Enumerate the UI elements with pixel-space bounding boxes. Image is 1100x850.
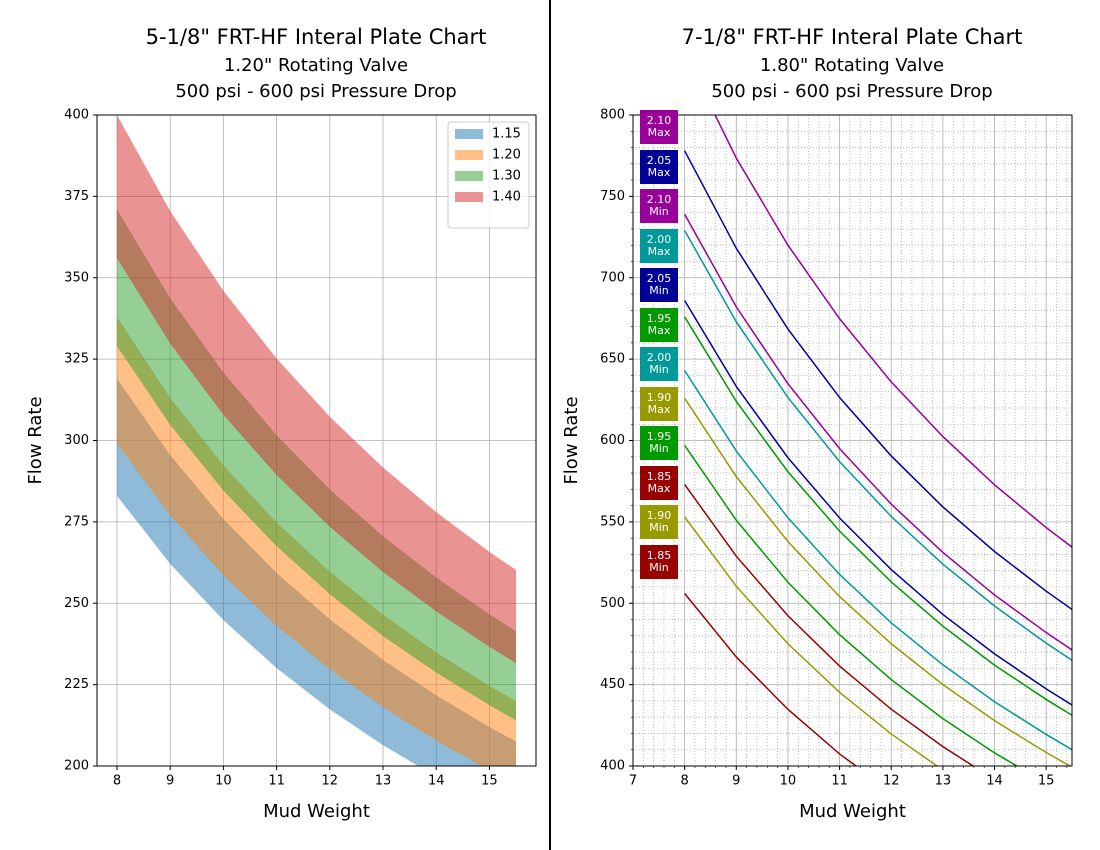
series-label: 1.90 Max — [640, 386, 678, 421]
line — [684, 300, 1072, 706]
series-label: 1.85 Max — [640, 465, 678, 500]
line — [714, 115, 1072, 548]
legend-label: 1.20 — [492, 148, 521, 163]
line — [683, 230, 1072, 661]
x-tick-label: 14 — [428, 774, 445, 789]
x-tick-label: 12 — [883, 774, 900, 789]
y-tick-label: 225 — [64, 677, 89, 692]
y-tick-label: 550 — [600, 514, 625, 529]
axes-frame — [632, 114, 1073, 767]
y-tick-label: 800 — [600, 108, 625, 123]
y-tick-label: 300 — [64, 433, 89, 448]
x-tick-label: 11 — [268, 774, 285, 789]
x-tick-label: 10 — [215, 774, 232, 789]
series-label: 1.90 Min — [640, 505, 678, 539]
chart-title: 5-1/8" FRT-HF Interal Plate Chart — [146, 25, 487, 49]
line — [684, 316, 1072, 716]
x-tick-label: 7 — [629, 774, 637, 789]
line — [684, 370, 1072, 751]
y-tick-label: 400 — [64, 108, 89, 123]
x-tick-label: 15 — [1038, 774, 1055, 789]
area-band — [116, 115, 517, 664]
legend-label: 1.15 — [492, 127, 521, 142]
line — [683, 150, 1072, 611]
legend-label: 1.40 — [492, 190, 521, 205]
line — [684, 397, 1072, 766]
series-label: 1.95 Max — [640, 307, 678, 342]
x-tick-label: 13 — [375, 774, 392, 789]
series-label: 2.00 Max — [640, 228, 678, 263]
legend-label: 1.30 — [492, 169, 521, 184]
line — [684, 593, 858, 766]
x-tick-label: 11 — [831, 774, 848, 789]
y-axis-label: Flow Rate — [25, 396, 46, 484]
chart-subtitle: 500 psi - 600 psi Pressure Drop — [711, 81, 992, 102]
y-tick-label: 200 — [64, 759, 89, 774]
series-label: 2.05 Max — [640, 149, 678, 184]
legend-swatch — [455, 129, 483, 139]
legend-swatch — [455, 171, 483, 181]
chart-title: 7-1/8" FRT-HF Interal Plate Chart — [682, 25, 1023, 49]
x-tick-label: 12 — [322, 774, 339, 789]
chart-subtitle: 1.80" Rotating Valve — [760, 55, 944, 76]
axes-frame — [96, 114, 537, 767]
x-tick-label: 10 — [780, 774, 797, 789]
series-label: 1.85 Min — [640, 544, 678, 579]
x-tick-label: 9 — [732, 774, 740, 789]
y-tick-label: 325 — [64, 352, 89, 367]
x-tick-label: 13 — [935, 774, 952, 789]
legend-swatch — [455, 192, 483, 202]
x-tick-label: 14 — [986, 774, 1003, 789]
series-label: 2.10 Min — [640, 189, 678, 223]
line — [684, 444, 1019, 766]
plot-area — [116, 115, 517, 766]
y-tick-label: 275 — [64, 514, 89, 529]
line — [684, 484, 975, 766]
y-tick-label: 450 — [600, 677, 625, 692]
y-tick-label: 375 — [64, 189, 89, 204]
series-label: 2.10 Max — [640, 110, 678, 144]
y-tick-label: 700 — [600, 270, 625, 285]
y-tick-label: 600 — [600, 433, 625, 448]
y-tick-label: 500 — [600, 596, 625, 611]
x-axis-label: Mud Weight — [263, 801, 370, 822]
x-tick-label: 8 — [681, 774, 689, 789]
line — [683, 213, 1072, 651]
y-tick-label: 400 — [600, 759, 625, 774]
plot-area — [683, 115, 1072, 766]
chart-subtitle: 500 psi - 600 psi Pressure Drop — [175, 81, 456, 102]
y-tick-label: 350 — [64, 270, 89, 285]
series-label: 2.00 Min — [640, 347, 678, 381]
y-tick-label: 750 — [600, 189, 625, 204]
series-label: 2.05 Min — [640, 268, 678, 302]
y-tick-label: 650 — [600, 352, 625, 367]
chart-subtitle: 1.20" Rotating Valve — [224, 55, 408, 76]
x-tick-label: 15 — [481, 774, 498, 789]
x-axis-label: Mud Weight — [799, 801, 906, 822]
line — [684, 516, 939, 766]
legend-swatch — [455, 150, 483, 160]
y-tick-label: 250 — [64, 596, 89, 611]
x-tick-label: 8 — [113, 774, 121, 789]
series-label: 1.95 Min — [640, 426, 678, 460]
y-axis-label: Flow Rate — [561, 396, 582, 484]
x-tick-label: 9 — [166, 774, 174, 789]
